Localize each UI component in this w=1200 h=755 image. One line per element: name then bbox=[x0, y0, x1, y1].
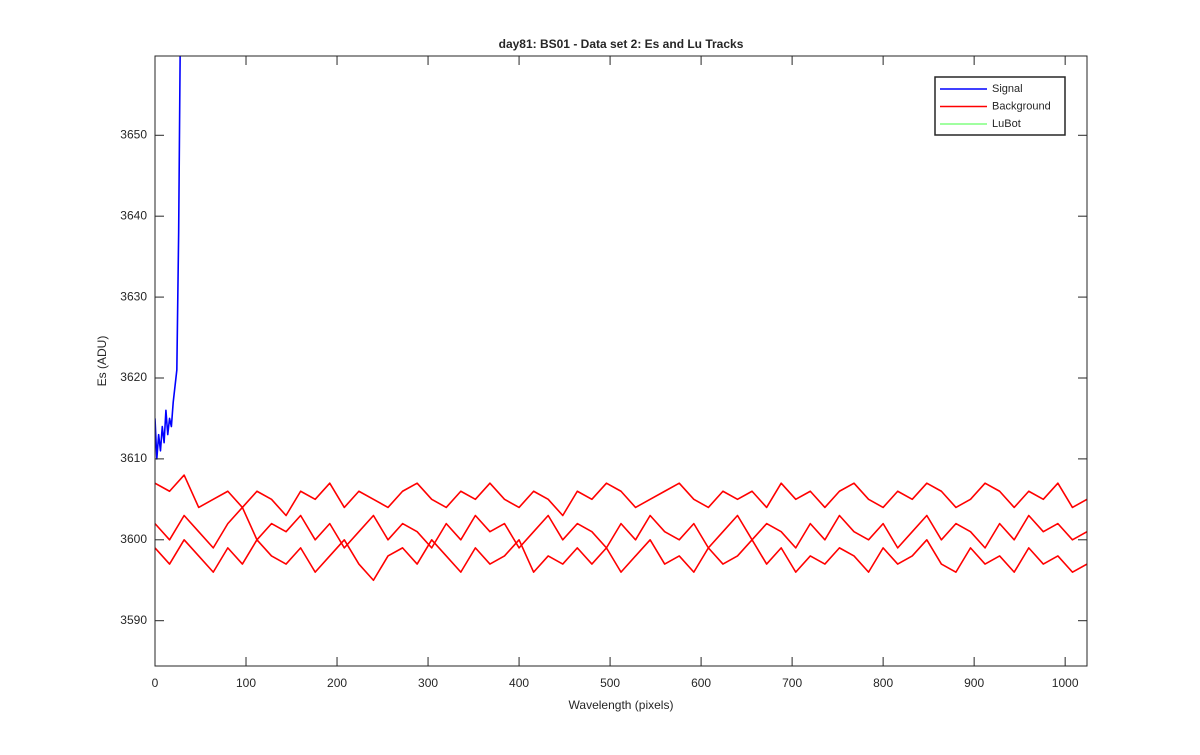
y-tick-label: 3610 bbox=[120, 451, 147, 465]
x-tick-label: 900 bbox=[964, 676, 984, 690]
y-tick-label: 3630 bbox=[120, 289, 147, 303]
x-tick-label: 0 bbox=[152, 676, 159, 690]
chart-title: day81: BS01 - Data set 2: Es and Lu Trac… bbox=[499, 37, 744, 51]
y-tick-label: 3640 bbox=[120, 208, 147, 222]
plot-area bbox=[155, 56, 1087, 666]
y-axis-label: Es (ADU) bbox=[95, 336, 109, 387]
x-tick-label: 400 bbox=[509, 676, 529, 690]
x-tick-label: 200 bbox=[327, 676, 347, 690]
x-tick-label: 100 bbox=[236, 676, 256, 690]
x-axis-label: Wavelength (pixels) bbox=[569, 698, 674, 712]
y-tick-label: 3650 bbox=[120, 127, 147, 141]
y-tick-label: 3590 bbox=[120, 613, 147, 627]
legend-label: LuBot bbox=[992, 118, 1021, 130]
x-tick-label: 300 bbox=[418, 676, 438, 690]
x-tick-label: 600 bbox=[691, 676, 711, 690]
axes-box bbox=[154, 55, 1088, 667]
y-tick-label: 3620 bbox=[120, 370, 147, 384]
x-tick-label: 500 bbox=[600, 676, 620, 690]
x-tick-label: 700 bbox=[782, 676, 802, 690]
x-tick-label: 800 bbox=[873, 676, 893, 690]
legend-label: Signal bbox=[992, 83, 1023, 95]
series-line bbox=[155, 474, 1087, 517]
x-tick-label: 1000 bbox=[1052, 676, 1079, 690]
series-line bbox=[155, 538, 1087, 582]
plot-lines bbox=[155, 56, 1087, 582]
series-line bbox=[155, 56, 181, 460]
y-tick-label: 3600 bbox=[120, 532, 147, 546]
legend-label: Background bbox=[992, 100, 1051, 112]
series-line bbox=[155, 506, 1087, 549]
